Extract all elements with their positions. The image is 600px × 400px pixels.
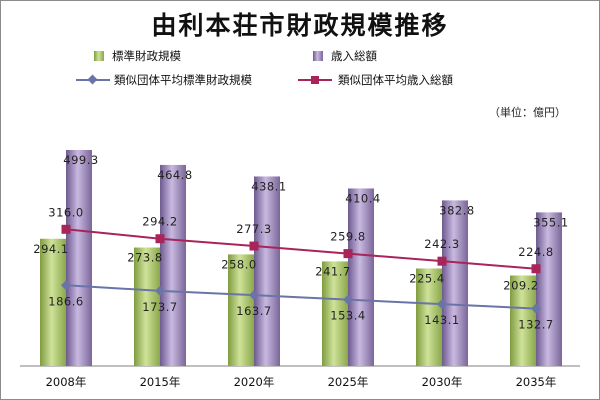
label-similar-standard-0: 186.6 [48, 294, 83, 308]
label-revenue-2: 438.1 [251, 179, 286, 193]
label-standard-4: 225.4 [409, 271, 444, 285]
label-revenue-0: 499.3 [63, 153, 98, 167]
line-similar-revenue [65, 228, 537, 270]
unit-label: （単位：億円） [489, 106, 566, 119]
label-similar-revenue-2: 277.3 [236, 222, 271, 236]
label-standard-0: 294.1 [33, 242, 68, 256]
bar-standard-1 [134, 247, 160, 366]
chart-marks: 2008年 2015年 2020年 2025年 2030年 2035年 499.3 294.1… [33, 150, 568, 389]
bar-revenue-2 [254, 176, 280, 366]
label-revenue-5: 355.1 [533, 215, 568, 229]
marker-similar-revenue-2 [249, 241, 259, 251]
bar-revenue-1 [160, 164, 186, 366]
x-tick-label-1: 2015年 [140, 375, 181, 389]
legend-label-similar-standard: 類似団体平均標準財政規模 [114, 73, 252, 87]
legend-label-similar-revenue: 類似団体平均歳入総額 [338, 73, 453, 87]
x-tick-label-2: 2020年 [234, 375, 275, 389]
bar-standard-5 [510, 275, 536, 366]
legend-swatch-revenue [313, 51, 323, 61]
label-similar-standard-4: 143.1 [424, 313, 459, 327]
legend-marker-similar-revenue [311, 76, 319, 84]
label-revenue-4: 382.8 [439, 203, 474, 217]
legend-item-similar-revenue: 類似団体平均歳入総額 [298, 73, 453, 87]
label-similar-revenue-5: 224.8 [518, 245, 553, 259]
marker-similar-standard-2 [249, 290, 259, 301]
bar-revenue-5 [536, 212, 562, 366]
label-similar-revenue-3: 259.8 [330, 230, 365, 244]
legend-item-revenue: 歳入総額 [313, 49, 377, 63]
bar-revenue-4 [442, 200, 468, 366]
legend: 標準財政規模 歳入総額 類似団体平均標準財政規模 類似団体平均歳入総額 [76, 49, 453, 87]
label-revenue-1: 464.8 [157, 168, 192, 182]
x-tick-label-5: 2035年 [516, 375, 557, 389]
bar-revenue-3 [348, 188, 374, 366]
legend-item-similar-standard: 類似団体平均標準財政規模 [76, 73, 252, 87]
label-standard-1: 273.8 [127, 251, 162, 265]
x-tick-label-0: 2008年 [46, 375, 87, 389]
bar-revenue-0 [66, 150, 92, 366]
marker-similar-revenue-4 [437, 256, 447, 266]
x-tick-label-4: 2030年 [422, 375, 463, 389]
legend-swatch-standard [94, 51, 104, 61]
marker-similar-revenue-5 [531, 264, 541, 274]
label-standard-5: 209.2 [503, 278, 538, 292]
label-similar-revenue-1: 294.2 [142, 215, 177, 229]
chart-title: 由利本荘市財政規模推移 [151, 11, 449, 40]
marker-similar-revenue-3 [343, 249, 353, 259]
marker-similar-standard-4 [437, 299, 447, 310]
marker-similar-revenue-0 [61, 224, 71, 234]
bar-standard-2 [228, 254, 254, 366]
bar-standard-0 [40, 238, 66, 366]
label-similar-revenue-0: 316.0 [48, 205, 83, 219]
label-similar-revenue-4: 242.3 [424, 237, 459, 251]
line-similar-standard [65, 284, 537, 310]
label-revenue-3: 410.4 [345, 191, 380, 205]
legend-label-revenue: 歳入総額 [331, 49, 377, 63]
label-standard-3: 241.7 [315, 264, 350, 278]
marker-similar-standard-5 [531, 303, 541, 314]
bar-standard-4 [416, 268, 442, 366]
bar-standard-3 [322, 261, 348, 366]
marker-similar-standard-1 [155, 285, 165, 296]
legend-marker-similar-standard [87, 74, 98, 85]
legend-label-standard: 標準財政規模 [112, 49, 181, 63]
marker-similar-revenue-1 [155, 234, 165, 244]
label-similar-standard-1: 173.7 [142, 300, 177, 314]
legend-item-standard: 標準財政規模 [94, 49, 181, 63]
x-tick-label-3: 2025年 [328, 375, 369, 389]
label-similar-standard-2: 163.7 [236, 304, 271, 318]
label-similar-standard-3: 153.4 [330, 309, 365, 323]
label-standard-2: 258.0 [221, 257, 256, 271]
marker-similar-standard-3 [343, 294, 353, 305]
label-similar-standard-5: 132.7 [518, 318, 553, 332]
